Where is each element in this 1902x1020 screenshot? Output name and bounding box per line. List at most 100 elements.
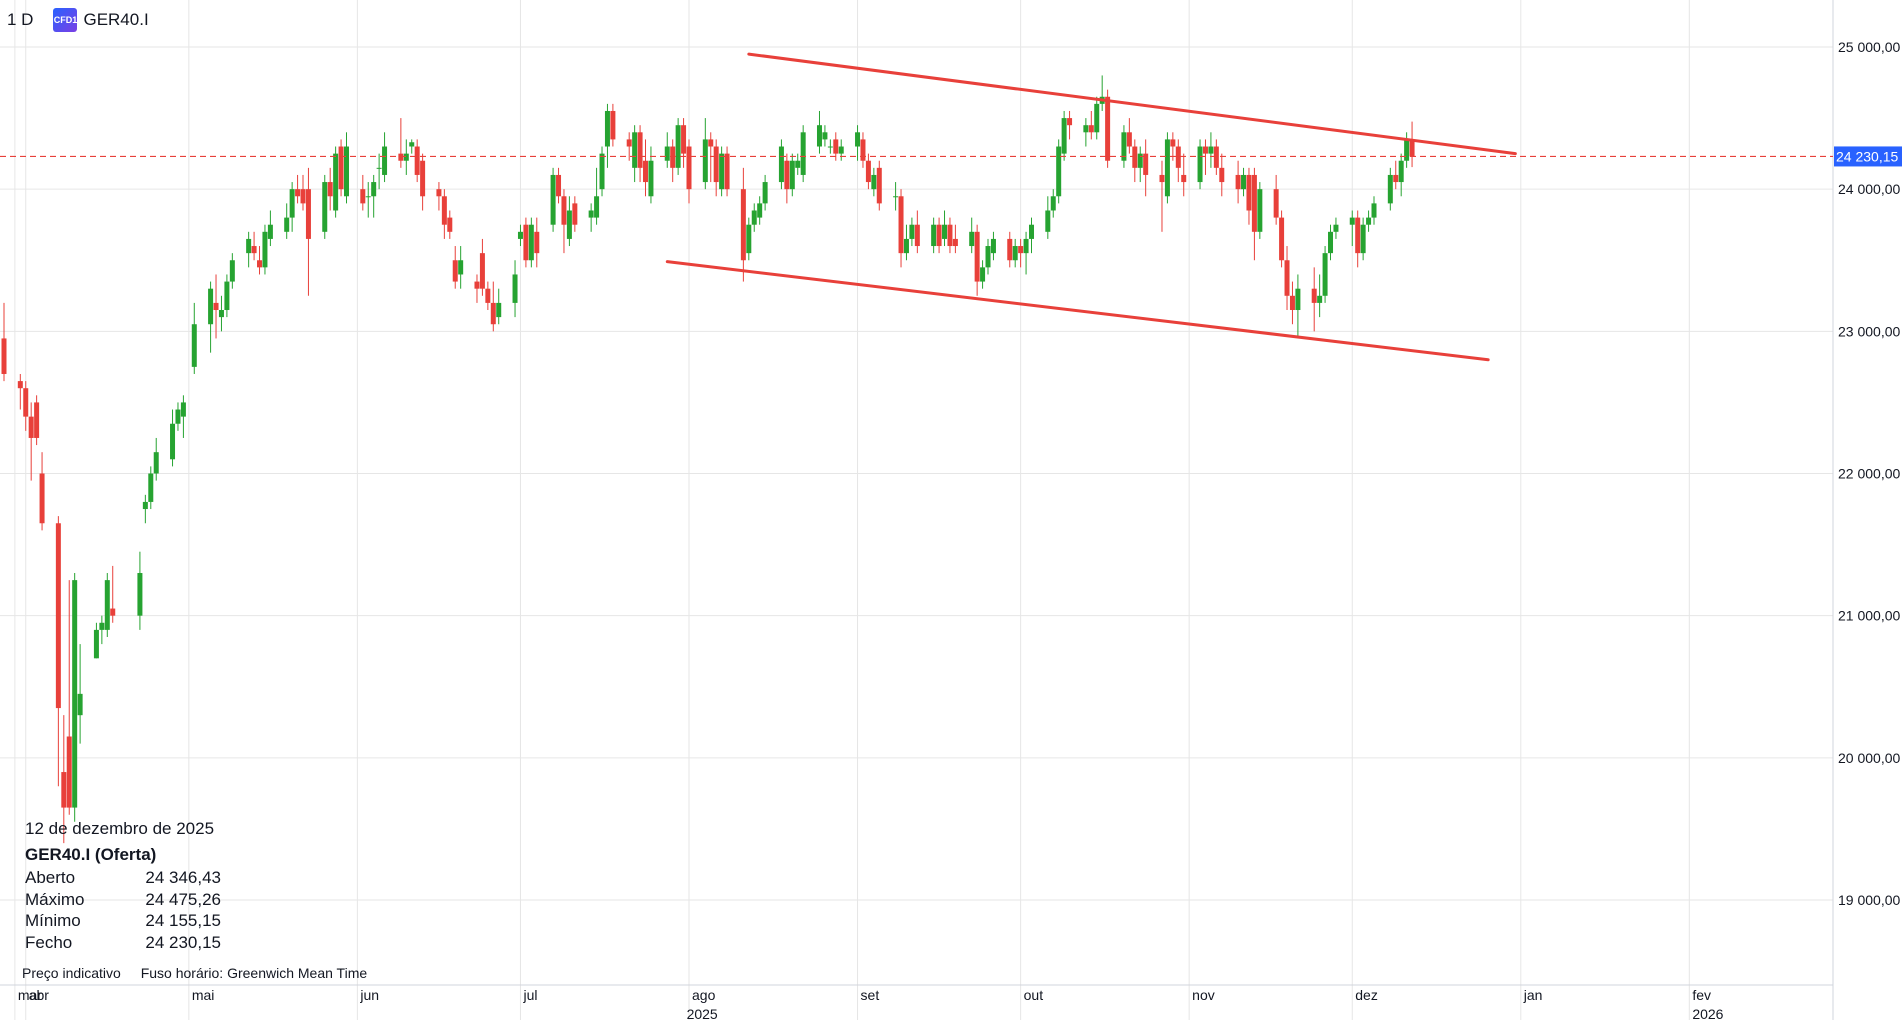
- candle[interactable]: [789, 153, 795, 197]
- candle[interactable]: [952, 224, 958, 254]
- candle[interactable]: [1328, 224, 1334, 261]
- candle[interactable]: [816, 110, 822, 154]
- candle[interactable]: [1018, 238, 1024, 268]
- candle[interactable]: [77, 644, 83, 744]
- candle[interactable]: [99, 615, 105, 645]
- candle[interactable]: [28, 402, 34, 481]
- candle[interactable]: [1067, 110, 1073, 140]
- candle[interactable]: [1387, 167, 1393, 211]
- candle[interactable]: [757, 196, 763, 225]
- candle[interactable]: [376, 153, 382, 190]
- candle[interactable]: [931, 217, 937, 254]
- candle[interactable]: [1360, 217, 1366, 261]
- candle[interactable]: [1088, 110, 1094, 140]
- candle[interactable]: [1311, 267, 1317, 332]
- candle[interactable]: [23, 381, 29, 431]
- candle[interactable]: [333, 146, 339, 218]
- candle[interactable]: [637, 125, 643, 183]
- candle[interactable]: [360, 174, 366, 211]
- candle[interactable]: [1219, 153, 1225, 197]
- candle[interactable]: [322, 174, 328, 239]
- candle[interactable]: [61, 715, 67, 844]
- candle[interactable]: [914, 210, 920, 254]
- candle[interactable]: [1023, 231, 1029, 275]
- candle[interactable]: [447, 210, 453, 239]
- candle[interactable]: [1, 302, 7, 382]
- candle[interactable]: [1099, 75, 1105, 111]
- candle[interactable]: [903, 224, 909, 261]
- symbol-label[interactable]: GER40.I: [83, 10, 149, 29]
- candle[interactable]: [175, 402, 181, 431]
- candle[interactable]: [490, 281, 496, 332]
- candle[interactable]: [1404, 132, 1410, 168]
- candle[interactable]: [778, 139, 784, 190]
- candle[interactable]: [556, 167, 562, 204]
- candle[interactable]: [724, 146, 730, 197]
- candle[interactable]: [550, 167, 556, 232]
- candle[interactable]: [1355, 210, 1361, 268]
- candle[interactable]: [517, 224, 523, 247]
- candle[interactable]: [452, 246, 458, 289]
- candle[interactable]: [1208, 132, 1214, 168]
- candle[interactable]: [148, 466, 154, 510]
- candle[interactable]: [420, 153, 426, 211]
- candle[interactable]: [39, 452, 45, 531]
- candle[interactable]: [561, 189, 567, 254]
- candle[interactable]: [371, 174, 377, 218]
- candle[interactable]: [436, 182, 442, 211]
- candle[interactable]: [153, 437, 159, 481]
- candle[interactable]: [876, 160, 882, 211]
- candle[interactable]: [528, 217, 534, 268]
- candle[interactable]: [365, 182, 371, 218]
- candle[interactable]: [1126, 118, 1132, 154]
- candle[interactable]: [246, 231, 252, 268]
- candle[interactable]: [610, 103, 616, 147]
- candle[interactable]: [643, 139, 649, 197]
- candle[interactable]: [974, 224, 980, 296]
- candle[interactable]: [403, 139, 409, 175]
- candle[interactable]: [632, 125, 638, 183]
- candle[interactable]: [1317, 274, 1323, 318]
- candle[interactable]: [300, 174, 306, 211]
- candle[interactable]: [827, 139, 833, 154]
- candle[interactable]: [1251, 167, 1257, 261]
- candle[interactable]: [800, 125, 806, 183]
- candle[interactable]: [909, 217, 915, 247]
- candle[interactable]: [1273, 174, 1279, 225]
- candle[interactable]: [1137, 146, 1143, 183]
- candle[interactable]: [1029, 217, 1035, 254]
- candle[interactable]: [588, 203, 594, 232]
- candle[interactable]: [675, 118, 681, 175]
- candle[interactable]: [740, 167, 746, 282]
- candle[interactable]: [719, 146, 725, 197]
- candle[interactable]: [327, 167, 333, 211]
- candle[interactable]: [344, 132, 350, 204]
- candle[interactable]: [93, 622, 99, 659]
- candle[interactable]: [1121, 125, 1127, 168]
- candle[interactable]: [795, 153, 801, 175]
- candle[interactable]: [224, 274, 230, 318]
- candle[interactable]: [942, 210, 948, 247]
- candle[interactable]: [1409, 121, 1415, 168]
- candle[interactable]: [594, 167, 600, 225]
- candle[interactable]: [1159, 160, 1165, 232]
- candle[interactable]: [284, 203, 290, 239]
- candle[interactable]: [289, 182, 295, 232]
- trendline[interactable]: [665, 260, 1490, 362]
- candle[interactable]: [1289, 281, 1295, 325]
- candle[interactable]: [1197, 139, 1203, 190]
- candle[interactable]: [534, 217, 540, 268]
- candle[interactable]: [1012, 238, 1018, 268]
- candle[interactable]: [681, 118, 687, 168]
- candle[interactable]: [1284, 246, 1290, 311]
- candle[interactable]: [1094, 96, 1100, 140]
- candle[interactable]: [213, 274, 219, 339]
- candle[interactable]: [838, 139, 844, 161]
- candle[interactable]: [980, 260, 986, 289]
- candle[interactable]: [1246, 167, 1252, 225]
- candle[interactable]: [1045, 196, 1051, 239]
- candle[interactable]: [382, 132, 388, 183]
- candle[interactable]: [708, 132, 714, 183]
- candle[interactable]: [947, 217, 953, 254]
